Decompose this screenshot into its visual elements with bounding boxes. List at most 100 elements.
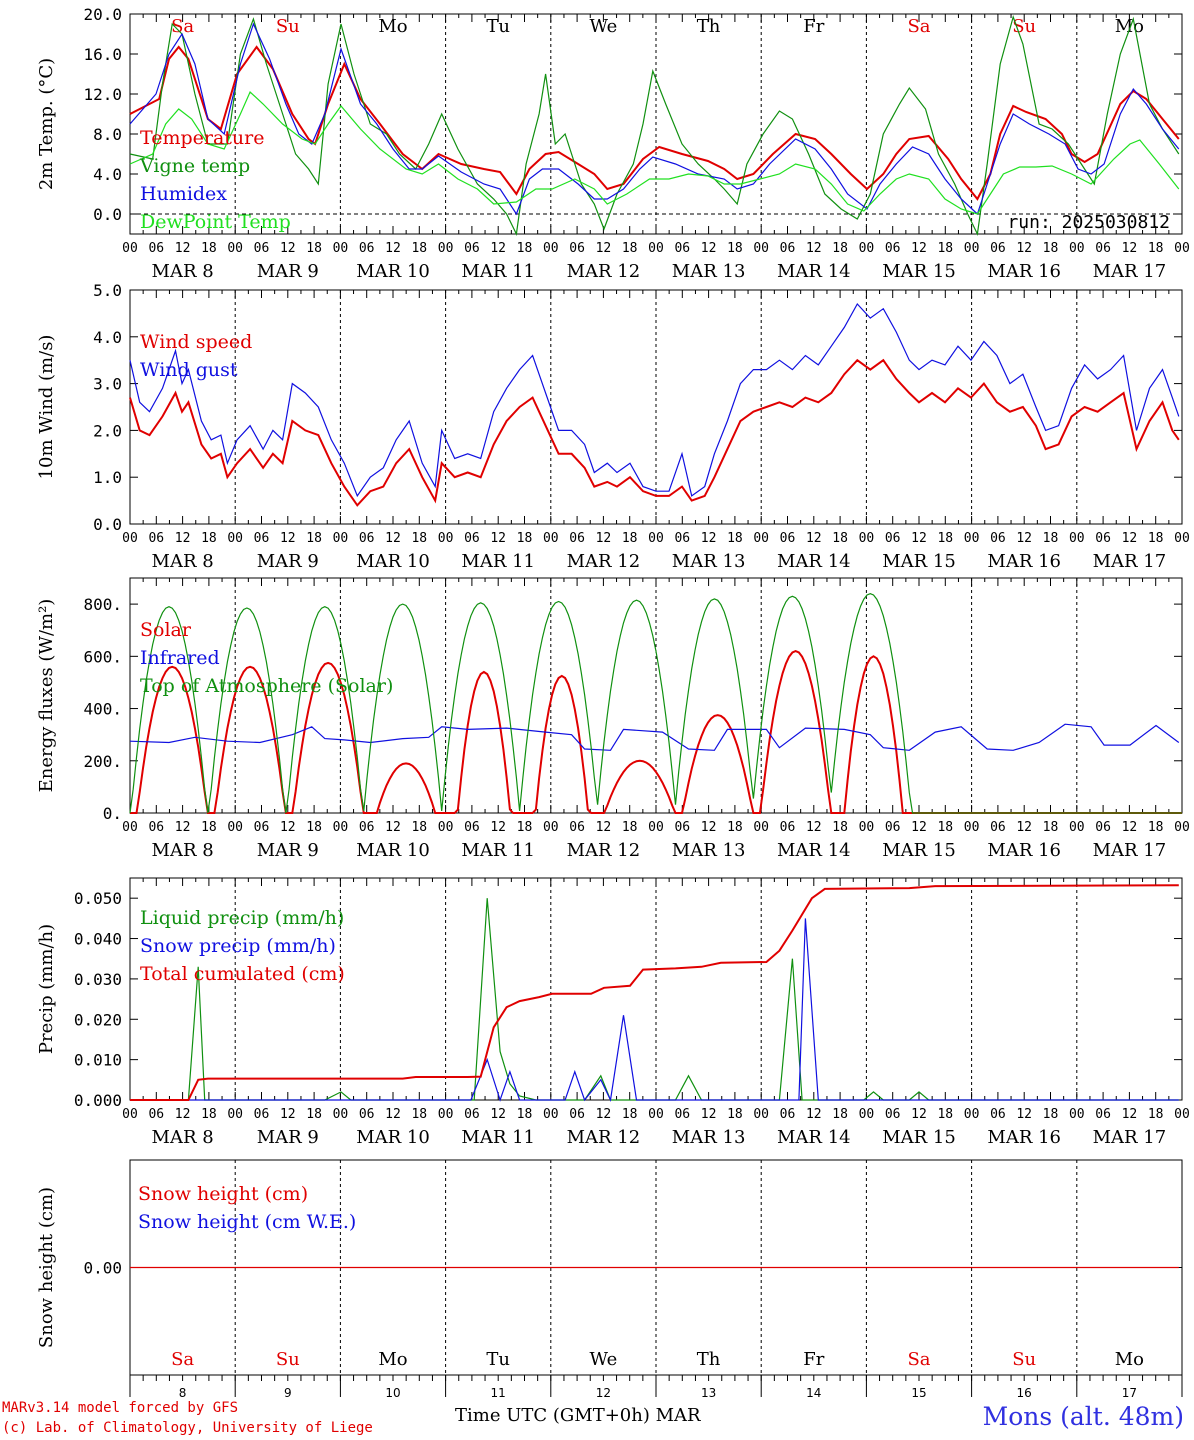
series-line-total-cumulated-cm- bbox=[130, 884, 1179, 1101]
x-axis-title: Time UTC (GMT+0h) MAR bbox=[455, 1405, 701, 1426]
hour-tick-label: 12 bbox=[911, 1107, 927, 1122]
date-number-label: 10 bbox=[385, 1386, 400, 1400]
day-label: Sa bbox=[907, 1349, 930, 1370]
hour-tick-label: 00 bbox=[227, 820, 243, 835]
hour-tick-label: 18 bbox=[832, 531, 848, 546]
hour-tick-label: 00 bbox=[438, 1107, 454, 1122]
hour-tick-label: 18 bbox=[517, 531, 533, 546]
hour-tick-label: 06 bbox=[569, 820, 585, 835]
legend-entry: Infrared bbox=[140, 647, 220, 669]
hour-tick-label: 00 bbox=[648, 1107, 664, 1122]
hour-tick-label: 12 bbox=[701, 820, 717, 835]
hour-tick-label: 18 bbox=[306, 241, 322, 256]
legend-entry: Humidex bbox=[140, 183, 227, 205]
hour-tick-label: 12 bbox=[806, 531, 822, 546]
date-label: MAR 11 bbox=[461, 840, 535, 861]
credit-model: MARv3.14 model forced by GFS bbox=[2, 1400, 239, 1416]
hour-tick-label: 00 bbox=[753, 820, 769, 835]
hour-tick-label: 18 bbox=[1043, 820, 1059, 835]
hour-tick-label: 06 bbox=[1095, 241, 1111, 256]
hour-tick-label: 00 bbox=[122, 1107, 138, 1122]
day-label: Sa bbox=[171, 16, 194, 37]
hour-tick-label: 12 bbox=[490, 820, 506, 835]
hour-tick-label: 00 bbox=[753, 531, 769, 546]
hour-tick-label: 18 bbox=[1148, 241, 1164, 256]
hour-tick-label: 12 bbox=[1016, 820, 1032, 835]
hour-tick-label: 12 bbox=[280, 820, 296, 835]
date-label: MAR 12 bbox=[567, 840, 641, 861]
day-label: Sa bbox=[907, 16, 930, 37]
day-label: Su bbox=[276, 1349, 300, 1370]
hour-tick-label: 12 bbox=[1122, 820, 1138, 835]
hour-tick-label: 18 bbox=[832, 1107, 848, 1122]
legend-entry: Snow precip (mm/h) bbox=[140, 935, 336, 957]
hour-tick-label: 06 bbox=[885, 531, 901, 546]
y-tick-label: 16.0 bbox=[83, 45, 122, 64]
y-axis-label: Precip (mm/h) bbox=[36, 924, 57, 1054]
hour-tick-label: 12 bbox=[280, 241, 296, 256]
date-label: MAR 10 bbox=[356, 1127, 430, 1148]
hour-tick-label: 12 bbox=[701, 241, 717, 256]
hour-tick-label: 18 bbox=[832, 820, 848, 835]
hour-tick-label: 00 bbox=[964, 241, 980, 256]
date-number-label: 11 bbox=[491, 1386, 506, 1400]
y-tick-label: 3.0 bbox=[93, 375, 122, 394]
hour-tick-label: 12 bbox=[806, 820, 822, 835]
hour-tick-label: 00 bbox=[859, 820, 875, 835]
hour-tick-label: 06 bbox=[674, 241, 690, 256]
date-label: MAR 9 bbox=[257, 261, 319, 282]
hour-tick-label: 00 bbox=[1174, 820, 1190, 835]
hour-tick-label: 12 bbox=[596, 531, 612, 546]
hour-tick-label: 06 bbox=[674, 1107, 690, 1122]
y-tick-label: 0.010 bbox=[74, 1051, 122, 1070]
day-label: Mo bbox=[378, 16, 407, 37]
hour-tick-label: 18 bbox=[1148, 531, 1164, 546]
hour-tick-label: 12 bbox=[1016, 241, 1032, 256]
hour-tick-label: 18 bbox=[937, 820, 953, 835]
hour-tick-label: 00 bbox=[227, 531, 243, 546]
day-label: Tu bbox=[486, 16, 510, 37]
day-label: Su bbox=[1012, 1349, 1036, 1370]
hour-tick-label: 18 bbox=[937, 531, 953, 546]
series-line-humidex bbox=[129, 22, 1180, 216]
hour-tick-label: 18 bbox=[832, 241, 848, 256]
hour-tick-label: 12 bbox=[806, 1107, 822, 1122]
hour-tick-label: 12 bbox=[596, 1107, 612, 1122]
hour-tick-label: 06 bbox=[1095, 531, 1111, 546]
series-line-liquid-precip-mm-h- bbox=[130, 898, 1179, 1101]
hour-tick-label: 18 bbox=[1043, 241, 1059, 256]
y-tick-label: 8.0 bbox=[93, 125, 122, 144]
date-label: MAR 10 bbox=[356, 261, 430, 282]
hour-tick-label: 18 bbox=[411, 820, 427, 835]
hour-tick-label: 12 bbox=[385, 820, 401, 835]
hour-tick-label: 00 bbox=[859, 241, 875, 256]
date-number-label: 13 bbox=[701, 1386, 716, 1400]
date-label: MAR 9 bbox=[257, 1127, 319, 1148]
y-tick-label: 0.020 bbox=[74, 1010, 122, 1029]
date-label: MAR 13 bbox=[672, 1127, 746, 1148]
hour-tick-label: 00 bbox=[122, 531, 138, 546]
date-number-label: 16 bbox=[1017, 1386, 1032, 1400]
date-label: MAR 17 bbox=[1093, 840, 1167, 861]
hour-tick-label: 00 bbox=[543, 531, 559, 546]
date-label: MAR 15 bbox=[882, 840, 956, 861]
hour-tick-label: 00 bbox=[333, 1107, 349, 1122]
y-tick-label: 0.030 bbox=[74, 970, 122, 989]
y-tick-label: 0.000 bbox=[74, 1091, 122, 1110]
day-label: Tu bbox=[486, 1349, 510, 1370]
legend-entry: Total cumulated (cm) bbox=[140, 963, 345, 985]
legend-entry: Snow height (cm W.E.) bbox=[138, 1211, 356, 1233]
series-line-top-of-atmosphere-solar- bbox=[129, 593, 1182, 814]
y-tick-label: 0.0 bbox=[93, 205, 122, 224]
panel-4: 00 06 12 18 00 06 12 18 00 06 12 18 00 06 12 18 00 06 12 18… bbox=[36, 877, 1190, 1148]
hour-tick-label: 18 bbox=[622, 241, 638, 256]
date-label: MAR 8 bbox=[152, 551, 214, 572]
hour-tick-label: 06 bbox=[254, 531, 270, 546]
series-line-wind-gust bbox=[129, 302, 1180, 498]
day-label: Sa bbox=[171, 1349, 194, 1370]
hour-tick-label: 00 bbox=[964, 1107, 980, 1122]
hour-tick-label: 06 bbox=[359, 820, 375, 835]
date-label: MAR 17 bbox=[1093, 551, 1167, 572]
hour-tick-label: 06 bbox=[148, 531, 164, 546]
